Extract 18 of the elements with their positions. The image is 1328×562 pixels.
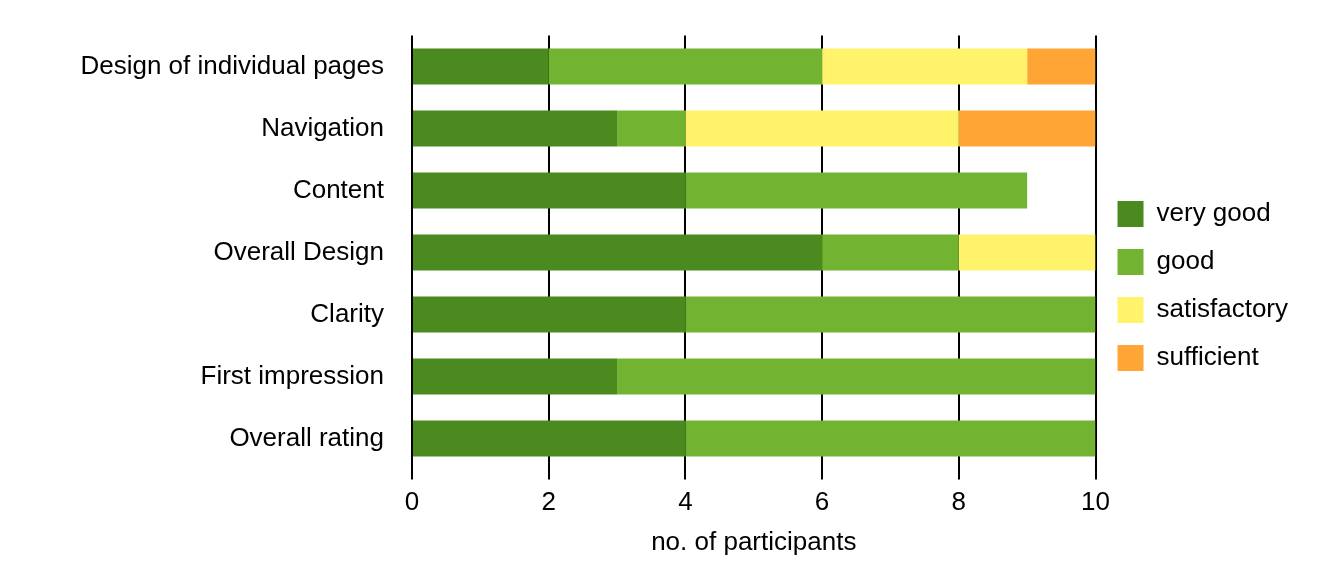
legend-label: very good	[1156, 197, 1271, 228]
x-tick-label: 4	[678, 486, 693, 517]
x-tick-label: 0	[404, 486, 420, 517]
x-tick-label: 8	[951, 486, 967, 517]
y-tick-label: Overall rating	[229, 421, 384, 452]
x-tick-label: 2	[541, 486, 556, 517]
y-tick-label: Design of individual pages	[80, 49, 384, 80]
legend-label: good	[1156, 245, 1215, 276]
y-tick-label: Navigation	[261, 111, 384, 142]
legend-label: satisfactory	[1156, 293, 1289, 324]
x-tick-label: 6	[814, 486, 830, 517]
y-tick-label: First impression	[200, 359, 384, 390]
legend-label: sufficient	[1156, 341, 1260, 372]
x-axis-title: no. of participants	[651, 525, 857, 556]
y-tick-label: Clarity	[310, 297, 384, 328]
y-tick-label: Content	[292, 173, 385, 204]
x-tick-label: 10	[1081, 486, 1110, 517]
y-tick-label: Overall Design	[213, 235, 384, 266]
